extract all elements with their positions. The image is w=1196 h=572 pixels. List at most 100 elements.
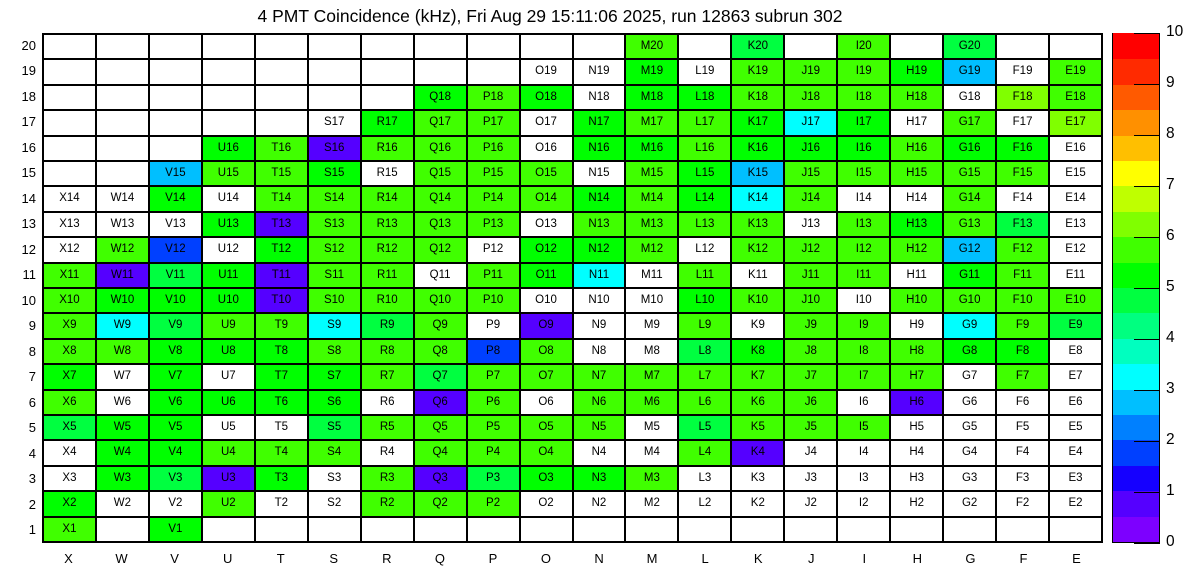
heatmap-cell-label: O15 — [535, 166, 557, 179]
heatmap-cell-label: S10 — [323, 293, 345, 306]
colorbar-band — [1113, 236, 1159, 263]
heatmap-cell-empty — [360, 516, 414, 542]
heatmap-cell-U6: U6 — [201, 389, 255, 415]
heatmap-cell-empty — [201, 34, 255, 60]
heatmap-cell-K11: K11 — [731, 262, 785, 288]
heatmap-cell-empty — [43, 59, 96, 85]
heatmap-cell-label: P12 — [482, 243, 504, 256]
heatmap-cell-F4: F4 — [996, 440, 1050, 466]
heatmap-cell-N14: N14 — [572, 186, 626, 212]
heatmap-cell-label: Q12 — [429, 243, 451, 256]
heatmap-cell-label: P9 — [486, 319, 501, 332]
heatmap-cell-M6: M6 — [625, 389, 679, 415]
heatmap-cell-K4: K4 — [731, 440, 785, 466]
heatmap-cell-I17: I17 — [837, 110, 891, 136]
heatmap-cell-empty — [996, 516, 1050, 542]
y-axis-tick-4: 4 — [28, 445, 36, 461]
heatmap-cell-R8: R8 — [360, 338, 414, 365]
heatmap-cell-label: E9 — [1068, 319, 1083, 332]
colorbar-tick-mark — [1133, 288, 1160, 289]
heatmap-cell-label: T9 — [274, 319, 288, 332]
heatmap-cell-T9: T9 — [254, 313, 308, 339]
heatmap-cell-label: L17 — [695, 116, 715, 129]
heatmap-cell-label: G6 — [961, 395, 978, 408]
heatmap-cell-empty — [307, 84, 361, 111]
heatmap-cell-V1: V1 — [148, 516, 202, 542]
heatmap-cell-empty — [95, 160, 149, 187]
colorbar-tick-mark — [1133, 390, 1160, 391]
heatmap-cell-label: U3 — [220, 471, 236, 484]
heatmap-cell-label: T12 — [271, 243, 292, 256]
heatmap-cell-empty — [307, 516, 361, 542]
heatmap-cell-label: J14 — [801, 192, 821, 205]
heatmap-cell-label: I10 — [855, 293, 872, 306]
heatmap-cell-empty — [466, 516, 520, 542]
heatmap-cell-label: R9 — [379, 319, 395, 332]
heatmap-cell-empty — [1049, 516, 1102, 542]
heatmap-cell-label: T14 — [271, 192, 292, 205]
x-axis-tick-J: J — [807, 551, 815, 566]
heatmap-cell-H5: H5 — [890, 414, 944, 441]
heatmap-cell-F5: F5 — [996, 414, 1050, 441]
colorbar-band — [1113, 363, 1159, 390]
heatmap-cell-N13: N13 — [572, 211, 626, 238]
heatmap-cell-J6: J6 — [784, 389, 838, 415]
heatmap-cell-label: G12 — [958, 243, 981, 256]
heatmap-cell-V6: V6 — [148, 389, 202, 415]
heatmap-cell-label: S15 — [323, 166, 345, 179]
heatmap-cell-label: K17 — [747, 116, 769, 129]
heatmap-cell-I19: I19 — [837, 59, 891, 85]
y-axis-tick-7: 7 — [28, 369, 36, 385]
heatmap-cell-G16: G16 — [943, 135, 997, 161]
heatmap-cell-F8: F8 — [996, 338, 1050, 365]
heatmap-cell-Q11: Q11 — [413, 262, 467, 288]
heatmap-cell-N10: N10 — [572, 287, 626, 314]
heatmap-cell-label: W5 — [113, 420, 132, 433]
heatmap-cell-empty — [148, 110, 202, 136]
heatmap-cell-label: N9 — [591, 319, 607, 332]
y-axis-tick-6: 6 — [28, 394, 36, 410]
heatmap-cell-label: S4 — [327, 446, 342, 459]
heatmap-cell-label: F9 — [1015, 319, 1030, 332]
heatmap-cell-E19: E19 — [1049, 59, 1102, 85]
heatmap-cell-S2: S2 — [307, 491, 361, 517]
heatmap-cell-W7: W7 — [95, 364, 149, 390]
heatmap-cell-W4: W4 — [95, 440, 149, 466]
heatmap-cell-label: M17 — [640, 116, 664, 129]
heatmap-cell-label: G7 — [961, 370, 978, 383]
heatmap-cell-label: G18 — [958, 90, 981, 103]
heatmap-cell-label: J15 — [801, 166, 821, 179]
heatmap-cell-label: N3 — [591, 471, 607, 484]
heatmap-cell-label: I18 — [855, 90, 872, 103]
heatmap-cell-H9: H9 — [890, 313, 944, 339]
heatmap-cell-G7: G7 — [943, 364, 997, 390]
heatmap-cell-empty — [519, 516, 573, 542]
heatmap-cell-label: W3 — [113, 471, 132, 484]
heatmap-cell-O5: O5 — [519, 414, 573, 441]
heatmap-cell-H17: H17 — [890, 110, 944, 136]
heatmap-cell-label: F14 — [1012, 192, 1033, 205]
heatmap-cell-F16: F16 — [996, 135, 1050, 161]
heatmap-cell-M15: M15 — [625, 160, 679, 187]
heatmap-cell-P18: P18 — [466, 84, 520, 111]
heatmap-cell-label: K9 — [750, 319, 765, 332]
heatmap-cell-label: H7 — [909, 370, 925, 383]
heatmap-cell-label: O3 — [538, 471, 554, 484]
heatmap-cell-R10: R10 — [360, 287, 414, 314]
heatmap-cell-label: H8 — [909, 344, 925, 357]
heatmap-cell-I3: I3 — [837, 465, 891, 492]
heatmap-cell-label: E12 — [1065, 243, 1086, 256]
heatmap-cell-M10: M10 — [625, 287, 679, 314]
heatmap-cell-label: T2 — [274, 497, 288, 510]
heatmap-cell-label: K13 — [747, 217, 769, 230]
heatmap-cell-S5: S5 — [307, 414, 361, 441]
heatmap-cell-label: L10 — [695, 293, 715, 306]
heatmap-cell-U5: U5 — [201, 414, 255, 441]
heatmap-cell-label: L7 — [698, 370, 712, 383]
heatmap-cell-label: L4 — [698, 446, 712, 459]
heatmap-cell-H16: H16 — [890, 135, 944, 161]
heatmap-cell-N19: N19 — [572, 59, 626, 85]
heatmap-cell-P10: P10 — [466, 287, 520, 314]
heatmap-cell-label: E6 — [1068, 395, 1083, 408]
heatmap-cell-K18: K18 — [731, 84, 785, 111]
